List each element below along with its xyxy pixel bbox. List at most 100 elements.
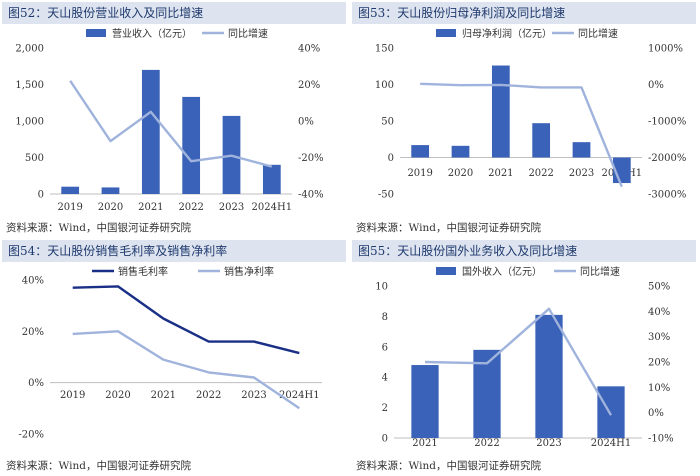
figure-title: 天山股份销售毛利率及销售净利率 <box>47 244 228 258</box>
right-axis-tick-label: -1000% <box>648 117 686 128</box>
category-label: 2024H1 <box>252 202 293 213</box>
panel-title: 图55：天山股份国外业务收入及同比增速 <box>352 240 696 262</box>
bar-2021 <box>491 65 510 158</box>
series-line-0 <box>72 285 300 355</box>
bar-2023 <box>572 142 591 158</box>
left-axis-tick-label: 0 <box>38 190 44 201</box>
series-line-1 <box>69 80 273 168</box>
left-axis-tick-label: 10 <box>375 282 388 293</box>
bar-2022 <box>182 96 201 194</box>
left-axis-tick-label: 2,000 <box>15 44 44 55</box>
category-label: 2023 <box>241 390 266 401</box>
category-label: 2021 <box>151 390 176 401</box>
legend-swatch <box>436 29 456 37</box>
bar-2019 <box>61 186 80 194</box>
right-axis-tick-label: -40% <box>298 190 324 201</box>
overseas-revenue-chart: 0 2 4 6 8 10 -10% 0% 10% 20% 30% 40% 50% 2021 2022 2023… <box>375 265 674 449</box>
bar-2023 <box>535 314 563 438</box>
right-axis-tick-label: 1000% <box>648 44 683 55</box>
right-axis-tick-label: 0% <box>648 80 664 91</box>
figure-title: 天山股份国外业务收入及同比增速 <box>397 244 578 258</box>
right-axis-tick-label: 10% <box>648 383 670 394</box>
source-note: 资料来源：Wind，中国银河证券研究院 <box>356 460 541 472</box>
legend-label: 销售净利率 <box>224 265 274 278</box>
left-axis-tick-label: -20% <box>18 430 44 441</box>
right-axis-tick-label: 40% <box>298 44 320 55</box>
left-axis-tick-label: 6 <box>382 342 388 353</box>
right-axis-tick-label: -3000% <box>648 190 686 201</box>
series-line-1 <box>420 82 623 188</box>
bar-2024H1 <box>262 164 281 194</box>
left-axis-tick-label: 1,500 <box>15 80 44 91</box>
category-label: 2023 <box>569 168 594 179</box>
revenue-chart: 0 500 1,000 1,500 2,000 -40% -20% 0% 20% 40% 2019 2… <box>15 27 324 213</box>
left-axis-tick-label: 40% <box>22 276 44 287</box>
category-label: 2020 <box>448 168 473 179</box>
bar-2022 <box>532 123 551 158</box>
figure-number: 图55： <box>358 244 398 258</box>
category-label: 2022 <box>178 202 203 213</box>
chart-panel-55: 图55：天山股份国外业务收入及同比增速 0 2 4 6 8 10 -10% 0% 10% 20% 3… <box>352 238 700 476</box>
legend-label: 同比增速 <box>580 265 620 278</box>
chart-panel-54: 图54：天山股份销售毛利率及销售净利率 -20% 0% 20% 40% 2019 2020… <box>2 238 352 476</box>
left-axis-tick-label: 100 <box>375 80 394 91</box>
legend-swatch <box>436 267 456 275</box>
figure-title: 天山股份营业收入及同比增速 <box>47 6 204 20</box>
left-axis-tick-label: 2 <box>382 403 388 414</box>
left-axis-tick-label: -50 <box>378 190 394 201</box>
figure-title: 天山股份归母净利润及同比增速 <box>397 6 566 20</box>
category-label: 2023 <box>219 202 244 213</box>
left-axis-tick-label: 0% <box>28 378 44 389</box>
source-note: 资料来源：Wind，中国银河证券研究院 <box>6 460 191 472</box>
right-axis-tick-label: 50% <box>648 282 670 293</box>
category-label: 2024H1 <box>279 390 320 401</box>
category-label: 2020 <box>98 202 123 213</box>
right-axis-tick-label: 0% <box>648 408 664 419</box>
right-axis-tick-label: -20% <box>298 153 324 164</box>
right-axis-tick-label: 0% <box>298 117 314 128</box>
category-label: 2021 <box>412 438 437 449</box>
right-axis-tick-label: -2000% <box>648 153 686 164</box>
panel-title: 图52：天山股份营业收入及同比增速 <box>2 2 346 24</box>
category-label: 2022 <box>196 390 221 401</box>
bar-2021 <box>141 69 160 194</box>
panel-title: 图53：天山股份归母净利润及同比增速 <box>352 2 696 24</box>
left-axis-tick-label: 8 <box>382 312 388 323</box>
category-label: 2019 <box>407 168 432 179</box>
category-label: 2021 <box>488 168 513 179</box>
category-label: 2022 <box>474 438 499 449</box>
bar-2019 <box>411 145 430 158</box>
bar-2020 <box>101 187 120 194</box>
legend-label: 同比增速 <box>578 27 618 40</box>
category-label: 2023 <box>536 438 561 449</box>
category-label: 2024H1 <box>591 438 632 449</box>
source-note: 资料来源：Wind，中国银河证券研究院 <box>6 222 191 234</box>
left-axis-tick-label: 50 <box>381 117 394 128</box>
category-label: 2019 <box>57 202 82 213</box>
chart-panel-53: 图53：天山股份归母净利润及同比增速 -50 0 50 100 150 -3000% -20… <box>352 0 700 238</box>
legend-label: 国外收入（亿元） <box>462 265 542 278</box>
legend-label: 同比增速 <box>228 27 268 40</box>
left-axis-tick-label: 500 <box>25 153 44 164</box>
bar-2024H1 <box>597 386 625 438</box>
legend-label: 归母净利润（亿元） <box>462 27 552 40</box>
left-axis-tick-label: 4 <box>382 373 388 384</box>
category-label: 2020 <box>105 390 130 401</box>
series-line-1 <box>424 307 613 416</box>
chart-panel-52: 图52：天山股份营业收入及同比增速 0 500 1,000 1,500 2,000 -40… <box>2 0 352 238</box>
left-axis-tick-label: 0 <box>388 153 394 164</box>
bar-2021 <box>411 365 439 438</box>
left-axis-tick-label: 1,000 <box>15 117 44 128</box>
figure-number: 图54： <box>8 244 48 258</box>
right-axis-tick-label: 20% <box>298 80 320 91</box>
panel-title: 图54：天山股份销售毛利率及销售净利率 <box>2 240 346 262</box>
left-axis-tick-label: 0 <box>382 434 388 445</box>
legend-label: 营业收入（亿元） <box>112 27 192 40</box>
right-axis-tick-label: 20% <box>648 358 670 369</box>
legend-swatch <box>86 29 106 37</box>
right-axis-tick-label: -10% <box>648 434 674 445</box>
bar-2020 <box>451 145 470 158</box>
net-profit-chart: -50 0 50 100 150 -3000% -2000% -1000% 0% 1000% 201… <box>375 27 686 201</box>
left-axis-tick-label: 20% <box>22 327 44 338</box>
category-label: 2019 <box>60 390 85 401</box>
